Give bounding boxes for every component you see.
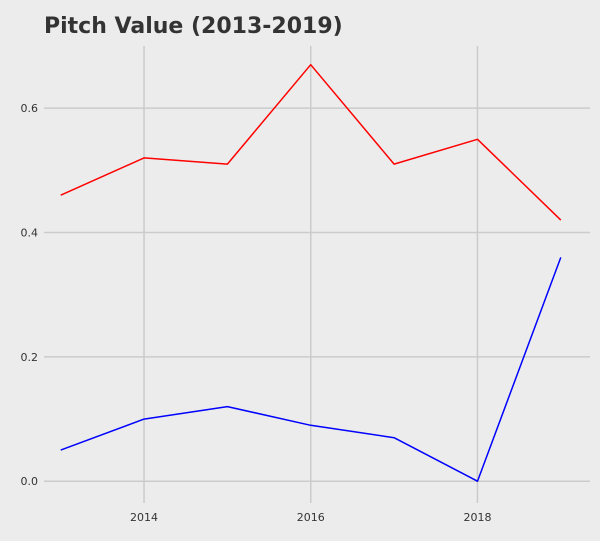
series-line-1 [60,63,562,221]
x-tick-label: 2018 [463,511,491,524]
chart-title: Pitch Value (2013-2019) [44,14,343,39]
y-tick-labels: 0.0 0.2 0.4 0.6 [21,102,39,488]
series-layer [60,63,562,482]
series-line-2 [60,257,562,482]
y-gridlines [44,107,590,482]
y-tick-label: 0.2 [21,351,39,364]
x-gridlines [143,46,479,503]
x-tick-label: 2014 [130,511,158,524]
y-tick-label: 0.0 [21,475,39,488]
x-tick-label: 2016 [297,511,325,524]
y-tick-label: 0.4 [21,227,39,240]
y-tick-label: 0.6 [21,102,39,115]
x-tick-labels: 2014 2016 2018 [130,511,491,524]
